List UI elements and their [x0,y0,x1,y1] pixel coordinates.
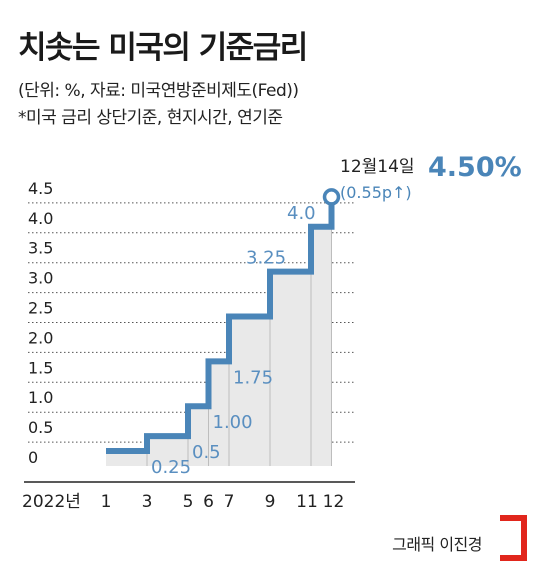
graphic-credit: 그래픽 이진경 [392,535,482,554]
annotation-rate: 4.50% [428,152,522,183]
x-year-label: 2022년 [22,492,81,512]
y-tick-label: 4.0 [28,209,53,228]
latest-rate-annotation: 12월14일 4.50% (0.55p↑) [340,152,522,202]
latest-point-marker [322,188,341,206]
y-tick-label: 0 [28,448,38,467]
data-label: 0.25 [151,457,191,478]
data-label: 0.5 [192,442,221,463]
x-tick-label: 6 [203,492,214,512]
y-tick-label: 0.5 [28,418,53,437]
x-tick-label: 1 [101,492,112,512]
x-tick-label: 5 [183,492,194,512]
x-tick-label: 11 [296,492,318,512]
data-label: 1.75 [233,367,273,388]
y-tick-label: 2.0 [28,328,53,347]
y-tick-label: 1.5 [28,358,53,377]
chart-title: 치솟는 미국의 기준금리 [18,30,308,66]
series-line [106,188,341,455]
data-labels: 0.250.5 1.00 1.75 3.25 4.0 [151,203,316,478]
x-tick-label: 9 [265,492,276,512]
x-tick-label: 7 [224,492,235,512]
data-label: 4.0 [287,203,316,224]
y-tick-label: 2.5 [28,299,53,318]
y-tick-label: 3.5 [28,239,53,258]
annotation-date: 12월14일 [340,157,415,177]
y-tick-label: 1.0 [28,388,53,407]
x-tick-label: 12 [323,492,345,512]
units-source-note: (단위: %, 자료: 미국연방준비제도(Fed)) [18,81,299,101]
red-bracket-logo-icon [500,515,527,561]
area-fill [106,196,332,466]
y-tick-label: 4.5 [28,179,53,198]
area-under-step [106,196,332,466]
data-label: 1.00 [213,412,253,433]
data-label: 3.25 [246,248,286,269]
annotation-change: (0.55p↑) [340,183,412,202]
basis-note: *미국 금리 상단기준, 현지시간, 연기준 [18,108,283,128]
x-tick-label: 3 [142,492,153,512]
rate-step-line [106,196,335,455]
y-tick-label: 3.0 [28,269,53,288]
